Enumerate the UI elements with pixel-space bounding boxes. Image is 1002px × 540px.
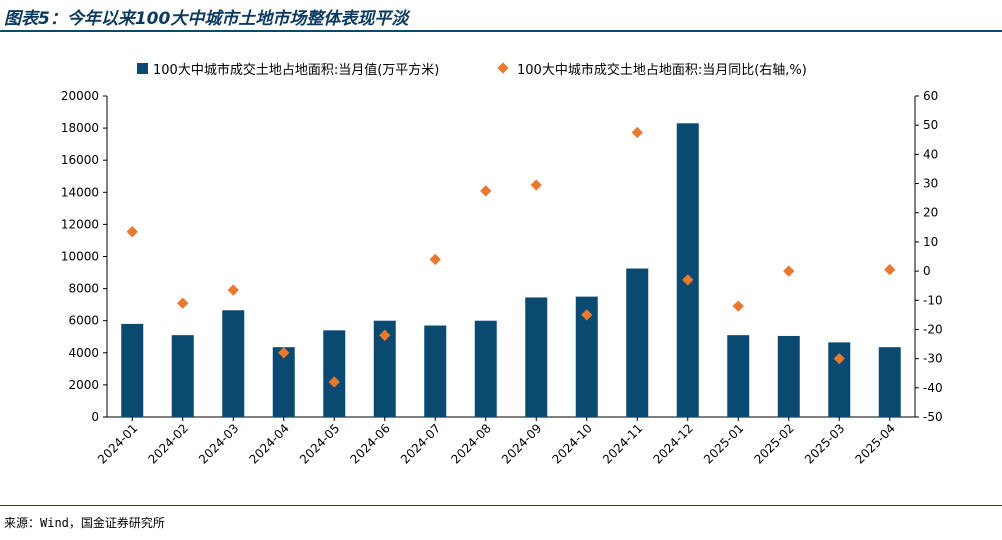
y-right-tick-label: 50 — [923, 118, 938, 132]
axes: 0 2000 4000 6000 8000 10000 12000 14000 16000 180… — [61, 89, 943, 424]
y-left-tick-label: 4000 — [68, 346, 99, 360]
x-tick-label: 2024-06 — [348, 421, 393, 466]
y-right-tick-label: -10 — [923, 293, 943, 307]
x-tick-label: 2025-03 — [802, 421, 847, 466]
y-right-tick-label: 10 — [923, 235, 938, 249]
y-left-tick-label: 12000 — [61, 217, 99, 231]
y-left-tick-label: 18000 — [61, 121, 99, 135]
bar-2024-07 — [424, 325, 447, 417]
legend-swatch-scatter — [497, 62, 509, 74]
y-left-tick-label: 14000 — [61, 185, 99, 199]
legend-swatch-bar — [137, 63, 148, 74]
point-2024-07 — [429, 253, 441, 266]
x-tick-label: 2024-04 — [247, 421, 292, 466]
y-right-tick-label: 60 — [923, 89, 938, 103]
point-2024-05 — [328, 376, 340, 388]
legend-label-bar: 100大中城市成交土地占地面积:当月值(万平方米) — [153, 62, 439, 78]
y-left-tick-label: 6000 — [68, 314, 99, 328]
bar-2024-11 — [626, 268, 649, 417]
point-2025-01 — [732, 300, 744, 312]
x-tick-label: 2024-10 — [550, 421, 595, 466]
bar-2025-03 — [828, 342, 851, 417]
x-axis-labels: 2024-01 2024-02 2024-03 2024-04 2024-05 2024-… — [95, 417, 898, 467]
point-2024-03 — [227, 284, 239, 296]
bar-2024-05 — [323, 330, 346, 417]
x-tick-label: 2024-08 — [449, 421, 494, 466]
point-2024-12 — [682, 274, 694, 286]
x-tick-label: 2024-02 — [146, 421, 191, 466]
x-tick-label: 2024-12 — [651, 421, 696, 466]
y-right-tick-label: 30 — [923, 177, 938, 191]
point-2025-02 — [783, 265, 795, 277]
y-right-tick-label: -20 — [923, 322, 943, 336]
y-right-tick-label: 20 — [923, 206, 938, 220]
bar-2024-12 — [676, 123, 699, 417]
title-divider — [0, 30, 1002, 32]
y-left-tick-label: 10000 — [61, 250, 99, 264]
point-2024-02 — [177, 297, 189, 309]
bar-2024-10 — [575, 296, 598, 417]
point-2024-06 — [379, 329, 391, 341]
point-2024-04 — [278, 347, 290, 359]
x-tick-label: 2024-05 — [297, 421, 342, 466]
x-tick-label: 2024-11 — [600, 421, 645, 466]
bar-2025-01 — [727, 335, 750, 417]
y-left-tick-label: 2000 — [68, 378, 99, 392]
bar-2024-03 — [222, 310, 245, 417]
chart-area: 100大中城市成交土地占地面积:当月值(万平方米) 100大中城市成交土地占地面… — [61, 62, 943, 467]
legend-label-scatter: 100大中城市成交土地占地面积:当月同比(右轴,%) — [517, 62, 807, 78]
legend: 100大中城市成交土地占地面积:当月值(万平方米) 100大中城市成交土地占地面… — [137, 62, 807, 78]
bar-2024-04 — [272, 347, 295, 417]
bar-2025-02 — [777, 335, 800, 417]
x-tick-label: 2024-09 — [499, 421, 544, 466]
x-tick-label: 2025-02 — [752, 421, 797, 466]
bar-2024-08 — [474, 320, 497, 417]
bar-2024-06 — [373, 320, 396, 417]
bar-2024-02 — [171, 335, 194, 417]
y-left-tick-label: 20000 — [61, 89, 99, 103]
bar-2024-01 — [121, 323, 144, 417]
x-tick-label: 2025-04 — [853, 421, 898, 466]
x-tick-label: 2025-01 — [701, 421, 746, 466]
source-note: 来源：Wind，国金证券研究所 — [4, 516, 165, 530]
point-2024-09 — [530, 179, 542, 191]
y-left-tick-label: 0 — [91, 410, 99, 424]
y-right-tick-label: 0 — [923, 264, 931, 278]
x-tick-label: 2024-03 — [196, 421, 241, 466]
chart-title: 图表5：今年以来100大中城市土地市场整体表现平淡 — [4, 9, 409, 29]
y-right-tick-label: -50 — [923, 410, 943, 424]
point-2024-01 — [126, 226, 138, 238]
bar-2025-04 — [878, 347, 901, 417]
point-2024-11 — [631, 126, 643, 139]
scatter-series — [126, 126, 896, 388]
point-2025-03 — [833, 352, 845, 365]
point-2024-10 — [581, 309, 593, 321]
y-right-tick-label: -40 — [923, 381, 943, 395]
point-2024-08 — [480, 185, 492, 197]
x-tick-label: 2024-07 — [398, 421, 443, 466]
y-right-tick-label: -30 — [923, 352, 943, 366]
y-left-tick-label: 16000 — [61, 153, 99, 167]
bar-series — [121, 123, 901, 417]
y-right-tick-label: 40 — [923, 147, 938, 161]
y-left-tick-label: 8000 — [68, 282, 99, 296]
source-divider — [0, 505, 1002, 506]
bar-2024-09 — [525, 297, 548, 417]
point-2025-04 — [884, 263, 896, 276]
x-tick-label: 2024-01 — [95, 421, 140, 466]
